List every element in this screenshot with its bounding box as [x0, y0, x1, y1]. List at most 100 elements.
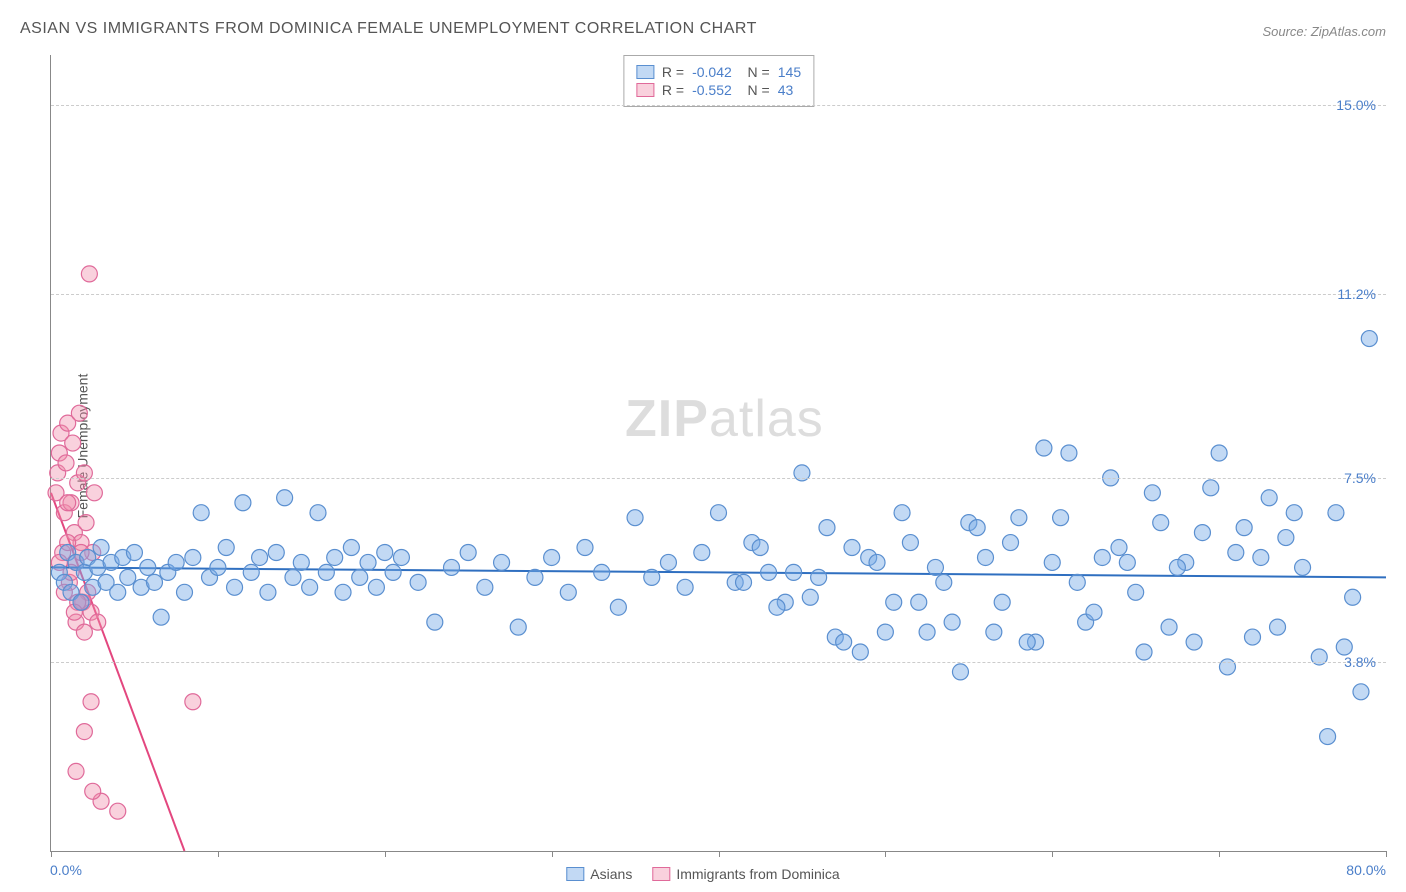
- data-point: [352, 569, 368, 585]
- data-point: [293, 554, 309, 570]
- data-point: [335, 584, 351, 600]
- data-point: [1261, 490, 1277, 506]
- data-point: [235, 495, 251, 511]
- data-point: [769, 599, 785, 615]
- data-point: [560, 584, 576, 600]
- data-point: [243, 564, 259, 580]
- legend-item: Asians: [566, 866, 632, 882]
- data-point: [460, 545, 476, 561]
- data-point: [68, 763, 84, 779]
- data-point: [877, 624, 893, 640]
- legend-label: Asians: [590, 866, 632, 882]
- data-point: [1119, 554, 1135, 570]
- y-tick-label: 3.8%: [1344, 654, 1376, 670]
- data-point: [660, 554, 676, 570]
- source-attribution: Source: ZipAtlas.com: [1262, 24, 1386, 39]
- data-point: [936, 574, 952, 590]
- data-point: [1069, 574, 1085, 590]
- gridline: [51, 105, 1386, 106]
- data-point: [177, 584, 193, 600]
- data-point: [1286, 505, 1302, 521]
- data-point: [193, 505, 209, 521]
- data-point: [927, 559, 943, 575]
- data-point: [140, 559, 156, 575]
- scatter-svg: [51, 55, 1386, 851]
- data-point: [510, 619, 526, 635]
- data-point: [1186, 634, 1202, 650]
- data-point: [1019, 634, 1035, 650]
- data-point: [1044, 554, 1060, 570]
- x-tick: [719, 851, 720, 857]
- data-point: [911, 594, 927, 610]
- source-prefix: Source:: [1262, 24, 1310, 39]
- data-point: [343, 540, 359, 556]
- data-point: [1053, 510, 1069, 526]
- data-point: [85, 783, 101, 799]
- data-point: [58, 455, 74, 471]
- data-point: [268, 545, 284, 561]
- source-name: ZipAtlas.com: [1311, 24, 1386, 39]
- data-point: [527, 569, 543, 585]
- data-point: [76, 624, 92, 640]
- x-tick: [1386, 851, 1387, 857]
- data-point: [1111, 540, 1127, 556]
- x-axis-end-label: 80.0%: [1346, 862, 1386, 878]
- data-point: [1094, 549, 1110, 565]
- data-point: [544, 549, 560, 565]
- legend-item: Immigrants from Dominica: [652, 866, 839, 882]
- data-point: [1128, 584, 1144, 600]
- data-point: [285, 569, 301, 585]
- data-point: [1086, 604, 1102, 620]
- data-point: [1361, 331, 1377, 347]
- data-point: [168, 554, 184, 570]
- data-point: [894, 505, 910, 521]
- data-point: [1228, 545, 1244, 561]
- data-point: [78, 515, 94, 531]
- data-point: [1153, 515, 1169, 531]
- x-tick: [385, 851, 386, 857]
- data-point: [360, 554, 376, 570]
- data-point: [477, 579, 493, 595]
- data-point: [277, 490, 293, 506]
- data-point: [260, 584, 276, 600]
- legend-label: Immigrants from Dominica: [676, 866, 839, 882]
- data-point: [1003, 535, 1019, 551]
- data-point: [126, 545, 142, 561]
- x-tick: [552, 851, 553, 857]
- data-point: [978, 549, 994, 565]
- data-point: [944, 614, 960, 630]
- data-point: [93, 540, 109, 556]
- data-point: [81, 266, 97, 282]
- swatch-icon: [566, 867, 584, 881]
- data-point: [1194, 525, 1210, 541]
- data-point: [227, 579, 243, 595]
- data-point: [185, 694, 201, 710]
- data-point: [110, 803, 126, 819]
- x-axis-start-label: 0.0%: [50, 862, 82, 878]
- data-point: [986, 624, 1002, 640]
- data-point: [393, 549, 409, 565]
- data-point: [844, 540, 860, 556]
- data-point: [811, 569, 827, 585]
- x-tick: [885, 851, 886, 857]
- data-point: [76, 724, 92, 740]
- data-point: [153, 609, 169, 625]
- data-point: [83, 694, 99, 710]
- series-legend: Asians Immigrants from Dominica: [566, 866, 839, 882]
- data-point: [218, 540, 234, 556]
- y-tick-label: 7.5%: [1344, 470, 1376, 486]
- data-point: [310, 505, 326, 521]
- data-point: [90, 614, 106, 630]
- data-point: [1353, 684, 1369, 700]
- data-point: [327, 549, 343, 565]
- data-point: [1320, 729, 1336, 745]
- data-point: [110, 584, 126, 600]
- data-point: [302, 579, 318, 595]
- data-point: [969, 520, 985, 536]
- x-tick: [51, 851, 52, 857]
- data-point: [120, 569, 136, 585]
- data-point: [1144, 485, 1160, 501]
- data-point: [886, 594, 902, 610]
- data-point: [610, 599, 626, 615]
- data-point: [1161, 619, 1177, 635]
